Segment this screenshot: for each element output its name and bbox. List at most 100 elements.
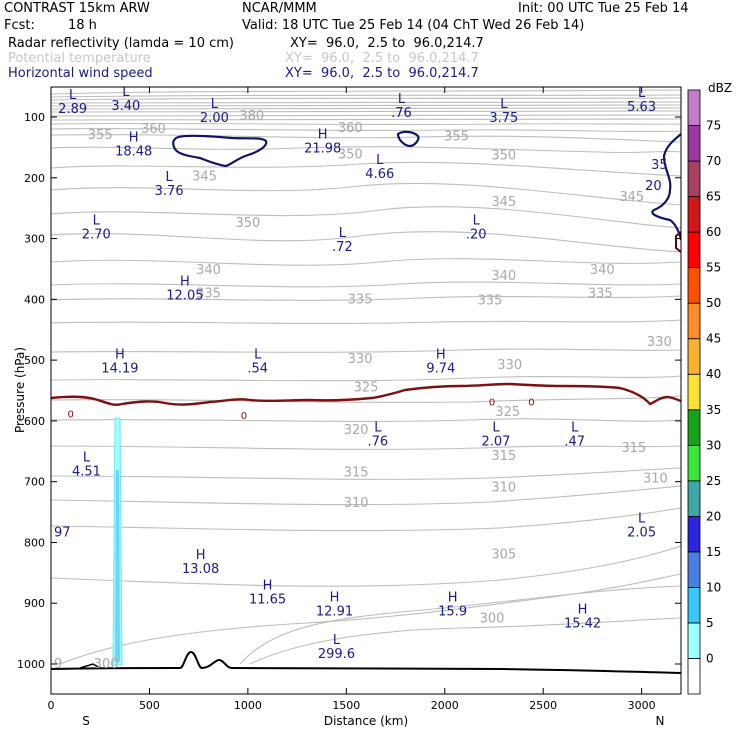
- x-tick-label: 500: [139, 699, 160, 712]
- wind-extremum-type: H: [318, 127, 328, 142]
- theta-label: 330: [647, 335, 672, 350]
- wind-extremum-type: L: [83, 451, 91, 466]
- wind-extremum-value: 20: [645, 179, 662, 194]
- zero-contour-label: 0: [489, 397, 495, 408]
- theta-label: 380: [239, 109, 264, 124]
- wind-extremum-type: L: [122, 85, 130, 100]
- plot-area: 0 0 0 0 355 360 380 360 355 350 350 345 345 345 350 34…: [51, 85, 681, 674]
- zero-contour-labels: 0 0 0 0: [68, 397, 535, 421]
- theta-label: 355: [444, 129, 469, 144]
- colorbar-label: 10: [706, 580, 721, 594]
- wind-extremum-value: 11.65: [249, 592, 286, 607]
- colorbar-label: 30: [706, 438, 721, 452]
- wind-extremum-type: L: [571, 420, 579, 435]
- wind-extremum-type: L: [339, 226, 347, 241]
- x-tick-label: 0: [48, 699, 55, 712]
- x-axis-label: Distance (km): [324, 714, 408, 728]
- colorbar-label: 50: [706, 296, 721, 310]
- wind-extremum-value: 5.63: [627, 100, 656, 115]
- theta-label: 335: [196, 286, 221, 301]
- forecast-hour: 18 h: [68, 18, 97, 33]
- reflectivity-contour-edge: [675, 231, 681, 253]
- theta-label: 330: [348, 352, 373, 367]
- wind-extremum-value: 12.91: [316, 605, 353, 620]
- org-label: NCAR/MMM: [242, 1, 317, 16]
- colorbar-swatch: [687, 338, 701, 375]
- theta-label: 345: [619, 190, 644, 205]
- theta-label: 310: [344, 496, 369, 511]
- wind-extremum-type: H: [129, 130, 139, 145]
- wind-extremum-type: H: [448, 591, 458, 606]
- wind-extremum-type: L: [93, 214, 101, 229]
- colorbar-swatch: [687, 196, 701, 233]
- wind-extremum-type: H: [578, 603, 588, 618]
- theta-label: 355: [88, 128, 113, 143]
- wind-extremum-value: 4.66: [365, 167, 394, 182]
- y-tick-label: 200: [24, 172, 45, 185]
- wind-extremum-type: L: [500, 97, 508, 112]
- colorbar-swatch: [687, 373, 701, 411]
- x-end-label-south: S: [82, 714, 90, 728]
- colorbar-label: 45: [706, 332, 721, 346]
- y-tick-label: 100: [24, 111, 45, 124]
- colorbar-swatch: [687, 160, 701, 197]
- theta-label: 325: [354, 380, 379, 395]
- theta-label: 300: [94, 657, 119, 672]
- forecast-label: Fcst:: [4, 18, 35, 33]
- wind-extremum-value: .20: [466, 228, 487, 243]
- field-xy-wind: XY= 96.0, 2.5 to 96.0,214.7: [285, 66, 479, 81]
- y-tick-label: 800: [24, 536, 45, 549]
- field-name-theta: Potential temperature: [8, 51, 151, 66]
- wind-extremum-type: H: [436, 347, 446, 362]
- colorbar-swatch: [687, 551, 701, 588]
- theta-label: 320: [344, 423, 369, 438]
- theta-label: 350: [235, 216, 260, 231]
- theta-label: 315: [344, 466, 369, 481]
- x-tick-label: 1500: [332, 699, 360, 712]
- wind-extremum-value: 97: [54, 526, 71, 541]
- theta-label: 325: [495, 405, 520, 420]
- wind-extremum-type: H: [180, 274, 190, 289]
- wind-extremum-value: .47: [564, 434, 585, 449]
- colorbar-label: 40: [706, 367, 721, 381]
- wind-extremum-type: L: [398, 92, 406, 107]
- wind-extremum-value: 2.70: [82, 228, 111, 243]
- theta-label: 9: [54, 657, 62, 672]
- theta-label: 335: [348, 292, 373, 307]
- wind-extremum-value: 2.89: [58, 102, 87, 117]
- colorbar-label: 75: [706, 119, 721, 133]
- colorbar: dBZ 0 5 10 15 20 25 30 35 40 45 50 55 60 65 70 75: [687, 81, 732, 695]
- wind-extremum-type: H: [115, 347, 125, 362]
- x-tick-label: 2500: [529, 699, 557, 712]
- colorbar-swatch: [687, 89, 701, 126]
- wind-extremum-value: 12.05: [166, 288, 203, 303]
- wind-extremum-value: .76: [391, 106, 412, 121]
- init-time: Init: 00 UTC Tue 25 Feb 14: [518, 1, 689, 16]
- wind-extremum-type: L: [473, 214, 481, 229]
- wind-extremum-type: L: [211, 97, 219, 112]
- colorbar-label: 0: [706, 651, 714, 665]
- theta-label: 340: [491, 269, 516, 284]
- theta-label: 300: [480, 611, 505, 626]
- model-title: CONTRAST 15km ARW: [4, 1, 150, 16]
- colorbar-label: 70: [706, 154, 721, 168]
- theta-label: 360: [338, 121, 363, 136]
- colorbar-label: 55: [706, 261, 721, 275]
- wind-contour-jet-west: [172, 134, 268, 168]
- y-tick-label: 300: [24, 233, 45, 246]
- wind-extremum-value: 3.40: [111, 99, 140, 114]
- colorbar-swatch: [687, 409, 701, 446]
- colorbar-label: 60: [706, 225, 721, 239]
- wind-extremum-type: L: [166, 170, 174, 185]
- wind-extremum-value: 4.51: [72, 465, 101, 480]
- wind-extremum-type: L: [638, 86, 646, 101]
- wind-extremum-value: 3.75: [489, 111, 518, 126]
- theta-label: 315: [491, 449, 516, 464]
- wind-extremum-value: 15.9: [438, 605, 467, 620]
- y-tick-label: 900: [24, 597, 45, 610]
- wind-extremum-value: 21.98: [304, 141, 341, 156]
- wind-extremum-type: L: [69, 88, 77, 103]
- colorbar-swatch: [687, 231, 701, 269]
